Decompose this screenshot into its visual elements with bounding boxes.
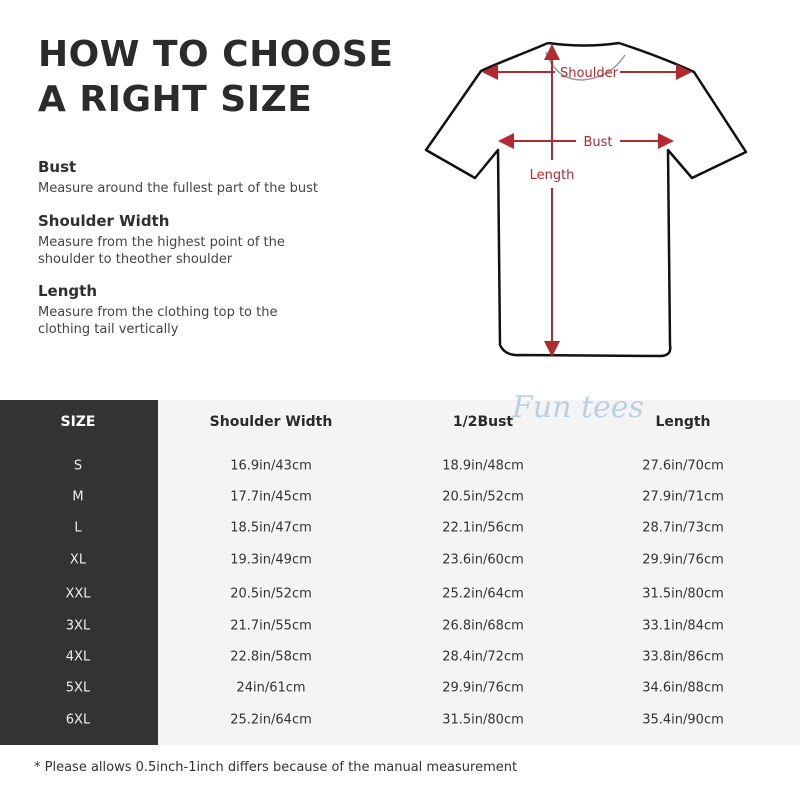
cell-half-bust: 22.1in/56cm bbox=[442, 520, 524, 536]
cell-size: L bbox=[74, 520, 82, 536]
cell-size: 6XL bbox=[65, 712, 91, 728]
cell-length: 31.5in/80cm bbox=[642, 586, 724, 602]
tshirt-diagram: Shoulder Bust Length bbox=[424, 41, 748, 358]
shoulder-term: Shoulder Width bbox=[38, 212, 170, 230]
header-half-bust: 1/2Bust bbox=[452, 414, 514, 430]
cell-length: 33.8in/86cm bbox=[642, 649, 724, 665]
cell-half-bust: 23.6in/60cm bbox=[442, 552, 524, 568]
cell-length: 28.7in/73cm bbox=[642, 520, 724, 536]
cell-length: 27.9in/71cm bbox=[642, 489, 724, 505]
cell-shoulder-width: 16.9in/43cm bbox=[230, 458, 312, 474]
cell-shoulder-width: 24in/61cm bbox=[236, 680, 306, 696]
header-shoulder-width: Shoulder Width bbox=[209, 414, 333, 430]
cell-shoulder-width: 18.5in/47cm bbox=[230, 520, 312, 536]
cell-shoulder-width: 19.3in/49cm bbox=[230, 552, 312, 568]
cell-half-bust: 26.8in/68cm bbox=[442, 618, 524, 634]
shoulder-desc: Measure from the highest point of the sh… bbox=[38, 235, 285, 267]
cell-size: 4XL bbox=[65, 649, 91, 665]
cell-length: 34.6in/88cm bbox=[642, 680, 724, 696]
shoulder-label: Shoulder bbox=[560, 66, 619, 81]
cell-size: XXL bbox=[65, 586, 91, 602]
length-term: Length bbox=[38, 282, 97, 300]
title-line-2: A RIGHT SIZE bbox=[38, 79, 313, 120]
cell-length: 29.9in/76cm bbox=[642, 552, 724, 568]
cell-shoulder-width: 21.7in/55cm bbox=[230, 618, 312, 634]
header-size: SIZE bbox=[60, 414, 96, 430]
page-title: HOW TO CHOOSE A RIGHT SIZE bbox=[38, 32, 393, 122]
cell-length: 27.6in/70cm bbox=[642, 458, 724, 474]
cell-length: 33.1in/84cm bbox=[642, 618, 724, 634]
collar-line bbox=[545, 51, 626, 81]
watermark: Fun tees bbox=[512, 390, 644, 425]
cell-half-bust: 18.9in/48cm bbox=[442, 458, 524, 474]
length-label: Length bbox=[530, 168, 575, 183]
cell-shoulder-width: 22.8in/58cm bbox=[230, 649, 312, 665]
size-column: SIZE S M L XL XXL 3XL 4XL 5XL 6XL bbox=[0, 400, 158, 745]
cell-half-bust: 29.9in/76cm bbox=[442, 680, 524, 696]
cell-size: 3XL bbox=[65, 618, 91, 634]
cell-shoulder-width: 17.7in/45cm bbox=[230, 489, 312, 505]
footnote: * Please allows 0.5inch-1inch differs be… bbox=[34, 760, 518, 775]
cell-shoulder-width: 25.2in/64cm bbox=[230, 712, 312, 728]
cell-size: 5XL bbox=[65, 680, 91, 696]
cell-half-bust: 25.2in/64cm bbox=[442, 586, 524, 602]
cell-size: XL bbox=[69, 552, 87, 568]
measure-arrows bbox=[482, 44, 692, 357]
header-length: Length bbox=[655, 414, 711, 430]
tshirt-outline bbox=[424, 41, 748, 358]
bust-term: Bust bbox=[38, 158, 77, 176]
size-table: SIZE S M L XL XXL 3XL 4XL 5XL 6XL Shoulder Width 1… bbox=[0, 400, 800, 745]
bust-desc: Measure around the fullest part of the b… bbox=[38, 181, 319, 196]
cell-length: 35.4in/90cm bbox=[642, 712, 724, 728]
cell-size: M bbox=[72, 489, 84, 505]
cell-half-bust: 31.5in/80cm bbox=[442, 712, 524, 728]
cell-shoulder-width: 20.5in/52cm bbox=[230, 586, 312, 602]
length-desc: Measure from the clothing top to the clo… bbox=[38, 305, 278, 337]
cell-half-bust: 28.4in/72cm bbox=[442, 649, 524, 665]
cell-size: S bbox=[73, 458, 83, 474]
cell-half-bust: 20.5in/52cm bbox=[442, 489, 524, 505]
bust-label: Bust bbox=[583, 135, 612, 150]
title-line-1: HOW TO CHOOSE bbox=[38, 34, 394, 75]
